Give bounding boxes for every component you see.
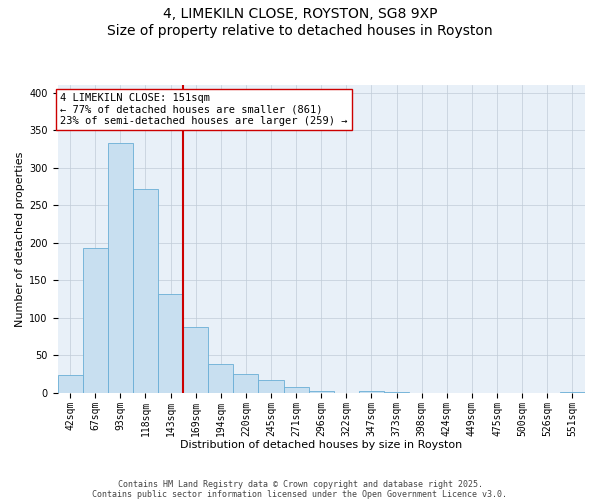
Bar: [259, 380, 284, 393]
Bar: [233, 374, 259, 393]
Text: 4 LIMEKILN CLOSE: 151sqm
← 77% of detached houses are smaller (861)
23% of semi-: 4 LIMEKILN CLOSE: 151sqm ← 77% of detach…: [60, 93, 347, 126]
Bar: [108, 143, 133, 393]
Text: 4, LIMEKILN CLOSE, ROYSTON, SG8 9XP
Size of property relative to detached houses: 4, LIMEKILN CLOSE, ROYSTON, SG8 9XP Size…: [107, 8, 493, 38]
Bar: [58, 375, 83, 393]
Bar: [208, 364, 233, 393]
Bar: [384, 392, 409, 393]
Bar: [359, 392, 384, 393]
Bar: [284, 387, 308, 393]
Bar: [158, 294, 183, 393]
Bar: [183, 327, 208, 393]
Bar: [133, 189, 158, 393]
Bar: [83, 248, 108, 393]
Bar: [560, 392, 585, 393]
Y-axis label: Number of detached properties: Number of detached properties: [15, 152, 25, 327]
Bar: [308, 390, 334, 393]
Text: Contains HM Land Registry data © Crown copyright and database right 2025.
Contai: Contains HM Land Registry data © Crown c…: [92, 480, 508, 499]
X-axis label: Distribution of detached houses by size in Royston: Distribution of detached houses by size …: [180, 440, 463, 450]
